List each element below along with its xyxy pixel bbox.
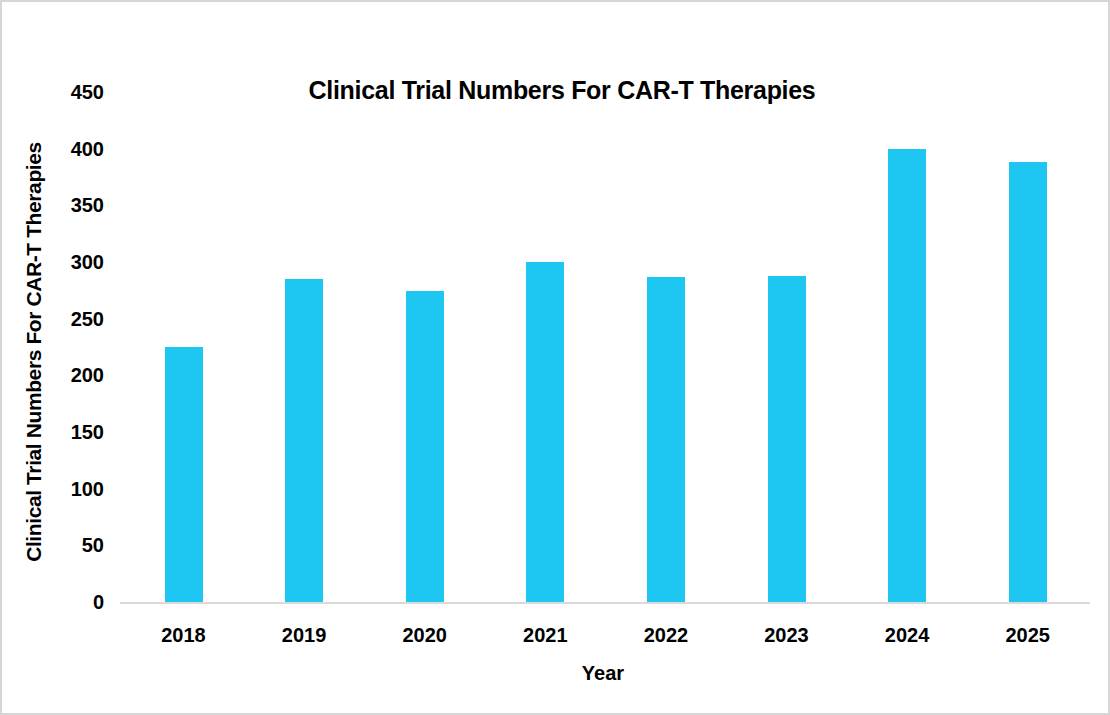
y-tick-label: 0 <box>24 591 104 613</box>
bar-2025 <box>1009 162 1047 602</box>
x-tick-label-2025: 2025 <box>983 622 1073 648</box>
bar-2020 <box>406 291 444 602</box>
y-tick-label: 50 <box>24 534 104 556</box>
bar-2021 <box>526 262 564 602</box>
bar-2018 <box>165 347 203 602</box>
x-tick-label-2020: 2020 <box>380 622 470 648</box>
chart-window: Clinical Trial Numbers For CAR-T Therapi… <box>0 0 1110 715</box>
y-axis-label: Clinical Trial Numbers For CAR-T Therapi… <box>22 102 48 602</box>
y-tick-label: 200 <box>24 364 104 386</box>
bar-2023 <box>768 276 806 602</box>
x-tick-label-2024: 2024 <box>862 622 952 648</box>
x-axis-line <box>120 602 1090 604</box>
bar-2024 <box>888 149 926 602</box>
y-tick-label: 400 <box>24 138 104 160</box>
x-tick-label-2019: 2019 <box>259 622 349 648</box>
y-tick-label: 300 <box>24 251 104 273</box>
y-tick-label: 450 <box>24 81 104 103</box>
x-tick-label-2022: 2022 <box>621 622 711 648</box>
x-axis-title: Year <box>463 662 743 685</box>
x-tick-label-2023: 2023 <box>742 622 832 648</box>
y-tick-label: 250 <box>24 308 104 330</box>
y-tick-label: 150 <box>24 421 104 443</box>
bar-2019 <box>285 279 323 602</box>
bar-2022 <box>647 277 685 602</box>
y-tick-label: 350 <box>24 194 104 216</box>
y-tick-label: 100 <box>24 478 104 500</box>
x-tick-label-2021: 2021 <box>500 622 590 648</box>
x-tick-label-2018: 2018 <box>139 622 229 648</box>
chart-title: Clinical Trial Numbers For CAR-T Therapi… <box>122 76 1002 105</box>
